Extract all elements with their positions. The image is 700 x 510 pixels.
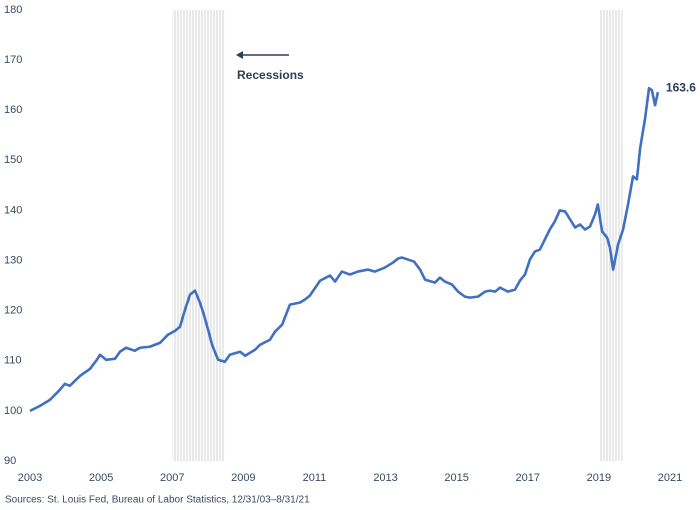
- x-tick-label: 2021: [658, 472, 682, 484]
- x-tick-label: 2005: [89, 472, 113, 484]
- y-tick-label: 150: [4, 154, 22, 166]
- recession-band: [172, 10, 226, 461]
- x-tick-label: 2019: [587, 472, 611, 484]
- y-tick-label: 180: [4, 4, 22, 16]
- y-tick-label: 120: [4, 305, 22, 317]
- annotation: Recessions: [237, 68, 304, 82]
- x-tick-label: 2007: [160, 472, 184, 484]
- source: Sources: St. Louis Fed, Bureau of Labor …: [5, 495, 310, 506]
- x-tick-label: 2013: [373, 472, 397, 484]
- y-tick-label: 130: [4, 254, 22, 266]
- y-tick-label: 140: [4, 204, 22, 216]
- x-tick-label: 2011: [303, 472, 327, 484]
- y-tick-label: 110: [4, 355, 22, 367]
- annotation-arrow-head: [236, 51, 243, 59]
- x-tick-label: 2003: [18, 472, 42, 484]
- y-tick-label: 100: [4, 405, 22, 417]
- y-tick-label: 160: [4, 104, 22, 116]
- x-tick-label: 2009: [231, 472, 255, 484]
- line: [29, 86, 660, 413]
- y-tick-label: 170: [4, 54, 22, 66]
- x-tick-label: 2015: [444, 472, 468, 484]
- end-label: 163.6: [666, 80, 696, 94]
- recession-band: [598, 10, 623, 461]
- x-tick-label: 2017: [516, 472, 540, 484]
- y-tick-label: 90: [4, 455, 16, 467]
